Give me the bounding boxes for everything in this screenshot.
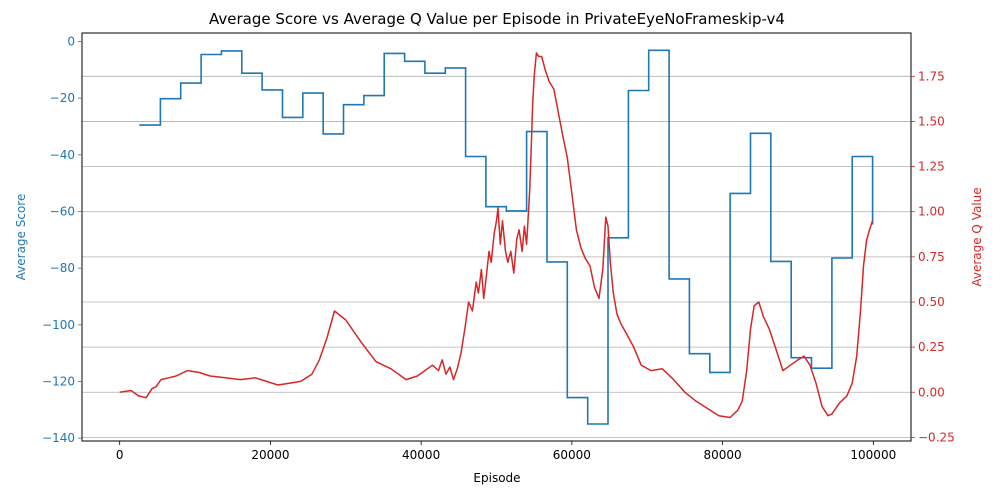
left-y-tick-label-1: −20 [50,91,75,105]
right-y-tick-label-4: 0.75 [918,250,945,264]
x-axis-title: Episode [473,471,520,485]
left-y-tick-label-2: −40 [50,148,75,162]
left-y-tick-label-0: 0 [67,35,75,49]
right-y-tick-label-3: 0.50 [918,295,945,309]
right-y-tick-label-6: 1.25 [918,160,945,174]
x-tick-label-4: 80000 [703,448,741,462]
left-y-tick-label-6: −120 [42,375,75,389]
x-tick-label-0: 0 [116,448,124,462]
left-y-tick-label-3: −60 [50,205,75,219]
q-value-series [119,52,874,419]
left-y-axis-title: Average Score [14,194,28,281]
x-tick-label-3: 60000 [553,448,591,462]
left-y-axis-ticks: 0 −20 −40 −60 −80 −100 −120 −140 [42,35,82,445]
score-line [139,49,874,425]
x-axis-ticks: 0 20000 40000 60000 80000 100000 [116,441,896,462]
x-tick-label-5: 100000 [850,448,896,462]
plot-frame [81,32,912,442]
right-y-tick-label-0: −0.25 [918,430,955,444]
chart-title: Average Score vs Average Q Value per Epi… [209,10,785,28]
right-y-axis-ticks: −0.25 0.00 0.25 0.50 0.75 1.00 1.25 1.50 1.75 [911,69,955,444]
left-y-tick-label-4: −80 [50,261,75,275]
left-y-tick-label-5: −100 [42,318,75,332]
q-value-line [119,52,874,419]
grid-lines [82,75,911,438]
x-tick-label-1: 20000 [251,448,289,462]
right-y-tick-label-2: 0.25 [918,340,945,354]
right-y-tick-label-1: 0.00 [918,385,945,399]
right-y-axis-title: Average Q Value [970,187,984,286]
x-tick-label-2: 40000 [402,448,440,462]
right-y-tick-label-8: 1.75 [918,69,945,83]
right-y-tick-label-7: 1.50 [918,114,945,128]
right-y-tick-label-5: 1.00 [918,205,945,219]
score-series [139,49,874,425]
left-y-tick-label-7: −140 [42,431,75,445]
